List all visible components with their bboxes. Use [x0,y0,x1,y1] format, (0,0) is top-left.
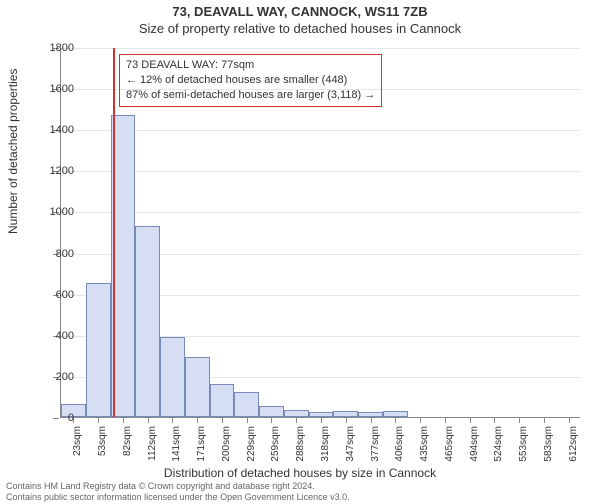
gridline [61,48,580,49]
x-tick-label: 347sqm [345,426,356,476]
x-tick-label: 435sqm [419,426,430,476]
y-tick-label: 1200 [34,165,74,177]
x-tick [172,417,173,423]
x-tick-label: 465sqm [444,426,455,476]
chart-area: 73 DEAVALL WAY: 77sqm← 12% of detached h… [60,48,580,418]
annotation-line: 73 DEAVALL WAY: 77sqm [126,58,375,73]
annotation-box: 73 DEAVALL WAY: 77sqm← 12% of detached h… [119,54,382,107]
x-tick-label: 612sqm [568,426,579,476]
x-tick [222,417,223,423]
histogram-bar [259,406,284,417]
x-tick-label: 377sqm [370,426,381,476]
histogram-bar [185,357,210,417]
x-tick [197,417,198,423]
page-title-desc: Size of property relative to detached ho… [0,21,600,36]
x-tick-label: 82sqm [122,426,133,476]
x-tick [544,417,545,423]
annotation-line: 87% of semi-detached houses are larger (… [126,88,375,103]
x-tick [321,417,322,423]
x-tick [247,417,248,423]
gridline [61,171,580,172]
x-tick [296,417,297,423]
x-tick-label: 112sqm [147,426,158,476]
x-tick-label: 406sqm [394,426,405,476]
x-tick [494,417,495,423]
histogram-bar [160,337,185,417]
x-tick [123,417,124,423]
x-tick-label: 23sqm [72,426,83,476]
histogram-bar [86,283,111,417]
y-axis-label: Number of detached properties [6,69,20,234]
y-tick-label: 1800 [34,42,74,54]
y-tick-label: 1000 [34,206,74,218]
property-marker-line [113,48,115,417]
footer-line-2: Contains public sector information licen… [6,492,350,502]
gridline [61,212,580,213]
x-tick [395,417,396,423]
x-tick-label: 494sqm [469,426,480,476]
x-tick [470,417,471,423]
page-title-address: 73, DEAVALL WAY, CANNOCK, WS11 7ZB [0,4,600,19]
y-tick-label: 600 [34,289,74,301]
annotation-line: ← 12% of detached houses are smaller (44… [126,73,375,88]
x-tick [98,417,99,423]
histogram-bar [210,384,235,417]
x-tick-label: 200sqm [221,426,232,476]
histogram-bar [284,410,309,417]
x-tick-label: 524sqm [493,426,504,476]
y-tick-label: 1600 [34,83,74,95]
x-tick-label: 53sqm [97,426,108,476]
x-tick-label: 259sqm [270,426,281,476]
x-tick [445,417,446,423]
y-tick-label: 0 [34,412,74,424]
histogram-bar [234,392,259,417]
x-tick-label: 229sqm [246,426,257,476]
x-tick-label: 141sqm [171,426,182,476]
x-tick [271,417,272,423]
x-tick-label: 583sqm [543,426,554,476]
x-tick [371,417,372,423]
x-tick [346,417,347,423]
x-tick [420,417,421,423]
x-tick-label: 288sqm [295,426,306,476]
x-tick-label: 171sqm [196,426,207,476]
y-tick-label: 800 [34,248,74,260]
y-tick-label: 1400 [34,124,74,136]
gridline [61,130,580,131]
x-tick-label: 318sqm [320,426,331,476]
x-tick [148,417,149,423]
x-tick [569,417,570,423]
histogram-plot: 73 DEAVALL WAY: 77sqm← 12% of detached h… [60,48,580,418]
footer-line-1: Contains HM Land Registry data © Crown c… [6,481,350,491]
histogram-bar [135,226,160,417]
x-tick [519,417,520,423]
y-tick-label: 200 [34,371,74,383]
y-tick-label: 400 [34,330,74,342]
footer-attribution: Contains HM Land Registry data © Crown c… [6,481,350,502]
x-tick-label: 553sqm [518,426,529,476]
